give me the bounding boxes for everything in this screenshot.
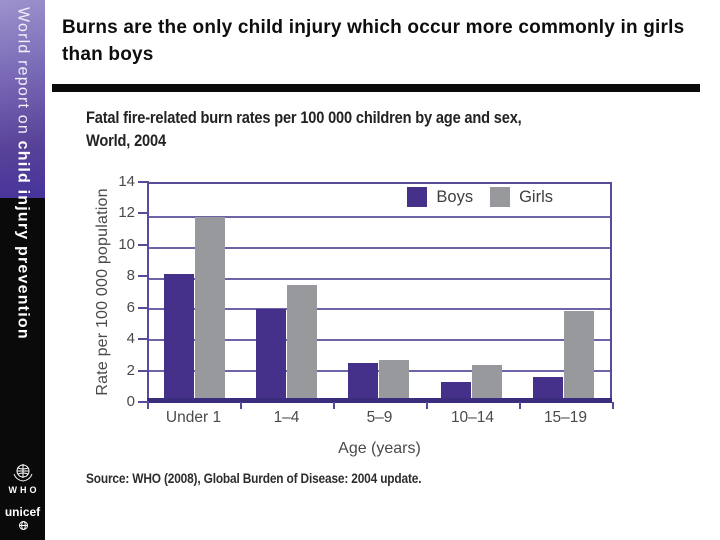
gridline-10 xyxy=(149,246,610,249)
legend-swatch-girls xyxy=(490,187,511,207)
legend-swatch-boys xyxy=(407,187,428,207)
bar-girls-Under 1 xyxy=(195,216,225,402)
spine-title-regular: World report on xyxy=(14,7,32,141)
y-axis: 0 2 4 6 8 10 12 14 xyxy=(0,173,149,410)
unicef-globe-icon xyxy=(18,521,28,530)
y-tick-label-0: 0 xyxy=(126,393,135,410)
x-tick-mark-0 xyxy=(147,402,149,409)
chart-title: Fatal fire-related burn rates per 100 00… xyxy=(86,106,654,152)
y-tick-mark-2 xyxy=(138,369,149,372)
y-tick-mark-8 xyxy=(138,275,149,278)
y-tick-label-12: 12 xyxy=(118,204,135,222)
chart-title-line2: World, 2004 xyxy=(86,131,166,150)
who-logo: WHO xyxy=(0,461,45,495)
x-tick-mark-1 xyxy=(240,402,242,409)
y-tick-label-8: 8 xyxy=(126,267,135,285)
x-category-label-2: 1–4 xyxy=(273,409,300,426)
bar-girls-5–9 xyxy=(379,360,410,402)
y-tick-mark-14 xyxy=(138,181,149,183)
title-divider-rule xyxy=(52,84,700,92)
x-tick-mark-3 xyxy=(426,402,428,409)
y-tick-label-2: 2 xyxy=(126,361,135,379)
unicef-wordmark: unicef xyxy=(4,505,41,519)
y-tick-label-4: 4 xyxy=(126,330,135,348)
spine-title-bold: child injury prevention xyxy=(14,140,32,340)
gridline-6 xyxy=(149,308,610,311)
spine-title: World report on child injury prevention xyxy=(14,7,32,340)
y-tick-mark-4 xyxy=(138,338,149,341)
y-tick-mark-10 xyxy=(138,243,149,246)
x-axis-baseline xyxy=(147,398,612,403)
x-category-label-5: 15–19 xyxy=(543,409,588,426)
y-tick-mark-0 xyxy=(138,401,149,403)
bar-boys-15–19 xyxy=(532,377,563,402)
x-axis-ticks xyxy=(147,402,614,410)
x-category-label-3: 5–9 xyxy=(366,409,393,426)
y-tick-mark-12 xyxy=(138,212,149,215)
plot-area: Boys Girls xyxy=(147,182,612,402)
source-note: Source: WHO (2008), Global Burden of Dis… xyxy=(86,470,422,486)
bar-girls-10–14 xyxy=(471,364,502,402)
y-tick-label-10: 10 xyxy=(118,235,135,253)
who-emblem-icon xyxy=(13,464,32,482)
x-tick-mark-2 xyxy=(333,402,335,409)
who-wordmark: WHO xyxy=(8,485,40,495)
gridline-4 xyxy=(149,339,610,342)
chart-title-line1: Fatal fire-related burn rates per 100 00… xyxy=(86,108,522,127)
spine-cover-gradient xyxy=(0,0,45,198)
bar-boys-10–14 xyxy=(440,381,471,402)
x-tick-mark-5 xyxy=(612,402,614,409)
legend-label-boys: Boys xyxy=(436,187,474,206)
gridline-8 xyxy=(149,277,610,280)
x-category-label-1: Under 1 xyxy=(165,409,222,426)
bar-boys-Under 1 xyxy=(164,273,194,402)
y-tick-label-6: 6 xyxy=(126,298,135,316)
x-category-label-4: 10–14 xyxy=(450,409,495,426)
slide-title: Burns are the only child injury which oc… xyxy=(62,17,685,65)
bar-girls-1–4 xyxy=(287,284,318,402)
legend-label-girls: Girls xyxy=(519,187,553,206)
bar-boys-5–9 xyxy=(348,363,379,402)
bar-boys-1–4 xyxy=(256,309,287,402)
x-tick-mark-4 xyxy=(519,402,521,409)
x-axis-labels: Under 1 1–4 5–9 10–14 15–19 xyxy=(147,409,612,429)
y-tick-label-14: 14 xyxy=(118,173,135,190)
y-tick-mark-6 xyxy=(138,306,149,309)
chart-legend: Boys Girls xyxy=(407,187,570,207)
x-axis-title: Age (years) xyxy=(338,440,421,457)
bar-girls-15–19 xyxy=(563,310,594,402)
report-spine-sidebar: World report on child injury prevention … xyxy=(0,0,45,540)
gridline-12 xyxy=(149,215,610,218)
unicef-logo: unicef xyxy=(0,505,45,533)
